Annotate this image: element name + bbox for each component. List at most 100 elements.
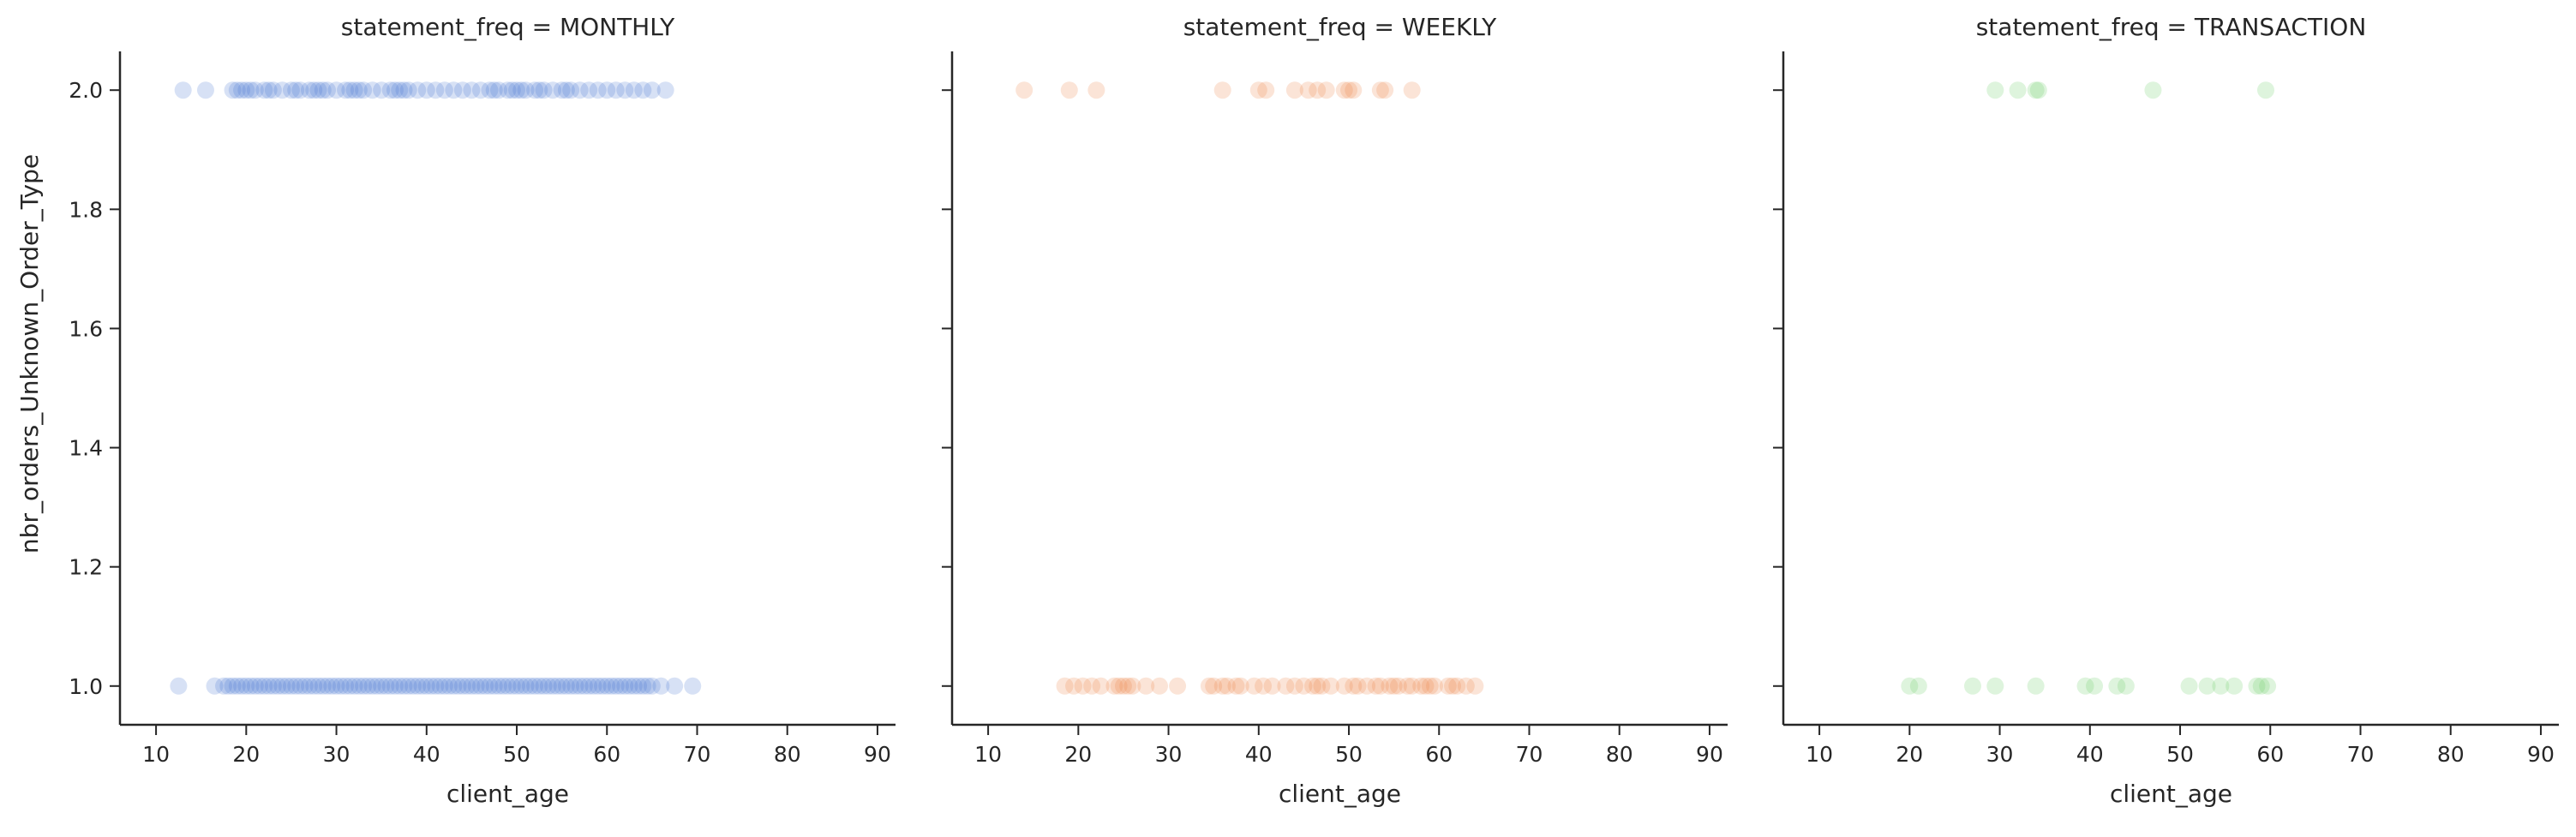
scatter-point [1169,677,1187,695]
scatter-point [399,81,417,99]
scatter-point [571,677,589,695]
scatter-point [435,677,453,695]
scatter-point [260,677,278,695]
scatter-point [1986,81,2004,99]
panels-layer: statement_freq = MONTHLY 10 20 30 40 50 60 70 80… [69,13,2559,808]
x-tick-label: 50 [503,742,530,767]
scatter-point [1015,81,1033,99]
scatter-point [666,677,684,695]
scatter-point [237,81,255,99]
scatter-point [1137,677,1155,695]
scatter-point [363,677,381,695]
x-tick-label: 80 [2437,742,2465,767]
scatter-point [539,677,557,695]
scatter-point [562,81,580,99]
x-tick-label: 40 [1245,742,1273,767]
scatter-point [305,677,323,695]
scatter-point [355,81,373,99]
scatter-point [255,677,273,695]
x-tick-label: 60 [593,742,620,767]
scatter-point [345,81,363,99]
scatter-point [269,677,287,695]
scatter-point [630,677,648,695]
scatter-point [1901,677,1919,695]
scatter-point [453,677,471,695]
scatter-point [413,677,431,695]
scatter-point [242,677,260,695]
y-tick-label: 1.0 [69,674,103,699]
scatter-point [246,677,264,695]
scatter-point [2027,81,2045,99]
scatter-point [1263,677,1281,695]
scatter-point [278,677,296,695]
scatter-point [584,677,602,695]
scatter-point [2108,677,2126,695]
x-tick-label: 80 [1606,742,1633,767]
scatter-point [363,81,381,99]
scatter-point [319,81,337,99]
scatter-point [1376,81,1394,99]
scatter-point [373,677,391,695]
scatter-point [1213,81,1231,99]
scatter-point [526,81,544,99]
scatter-point [616,677,634,695]
scatter-point [1083,677,1101,695]
scatter-point [445,677,463,695]
y-tick-label: 1.4 [69,436,103,461]
scatter-point [485,677,503,695]
scatter-point [1389,677,1407,695]
scatter-points [1015,81,1484,695]
scatter-point [512,677,530,695]
scatter-point [643,81,661,99]
scatter-point [489,81,507,99]
scatter-point [453,81,471,99]
facet-title: statement_freq = TRANSACTION [1976,13,2367,41]
scatter-point [1349,677,1367,695]
scatter-point [260,81,278,99]
scatter-point [1218,677,1236,695]
scatter-point [1367,677,1385,695]
scatter-point [381,677,399,695]
scatter-point [499,81,517,99]
scatter-point [1417,677,1435,695]
scatter-point [391,677,409,695]
scatter-point [449,677,467,695]
scatter-point [494,677,512,695]
scatter-point [1277,677,1295,695]
scatter-point [341,81,359,99]
scatter-point [264,81,282,99]
scatter-point [427,677,445,695]
scatter-point [319,677,337,695]
scatter-point [620,677,638,695]
scatter-point [287,81,305,99]
scatter-point [2226,677,2244,695]
scatter-point [1358,677,1376,695]
scatter-point [616,81,634,99]
scatter-point [602,677,620,695]
scatter-point [643,677,661,695]
scatter-point [309,81,327,99]
scatter-point [228,81,246,99]
scatter-point [548,677,566,695]
scatter-point [395,677,413,695]
scatter-point [1060,81,1078,99]
x-tick-label: 90 [1696,742,1723,767]
scatter-points [170,81,702,695]
scatter-point [386,677,404,695]
scatter-point [593,677,611,695]
scatter-point [1317,81,1335,99]
scatter-point [1213,677,1231,695]
scatter-point [1425,677,1443,695]
scatter-point [170,677,188,695]
scatter-point [219,677,237,695]
scatter-point [503,81,521,99]
scatter-point [562,677,580,695]
scatter-point [544,677,562,695]
scatter-point [1986,677,2004,695]
scatter-point [638,677,656,695]
x-tick-label: 50 [2166,742,2194,767]
scatter-point [287,677,305,695]
scatter-point [485,81,503,99]
y-axis-label: nbr_orders_Unknown_Order_Type [15,154,44,553]
